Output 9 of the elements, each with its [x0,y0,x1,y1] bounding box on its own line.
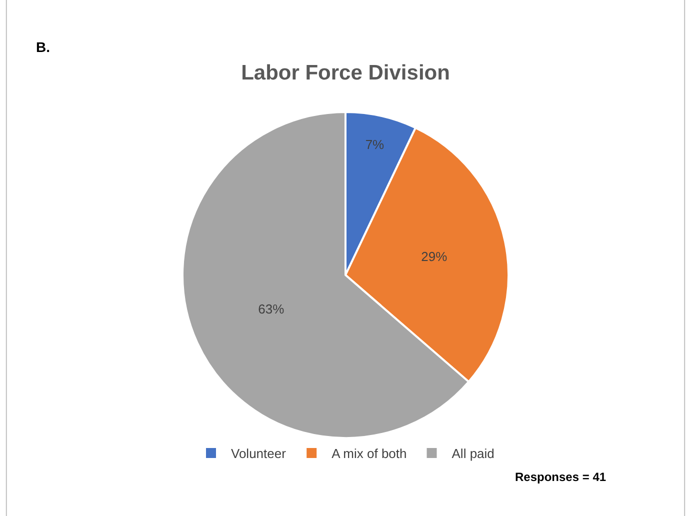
legend-label: All paid [452,446,494,462]
legend-label: A mix of both [332,446,407,462]
chart-title: Labor Force Division [241,62,450,85]
data-label: 63% [258,301,285,316]
legend-label: Volunteer [231,446,287,462]
text: B. [36,39,50,55]
text: Responses = 41 [515,470,606,484]
data-label: 7% [365,137,385,152]
data-label: 29% [421,248,448,264]
